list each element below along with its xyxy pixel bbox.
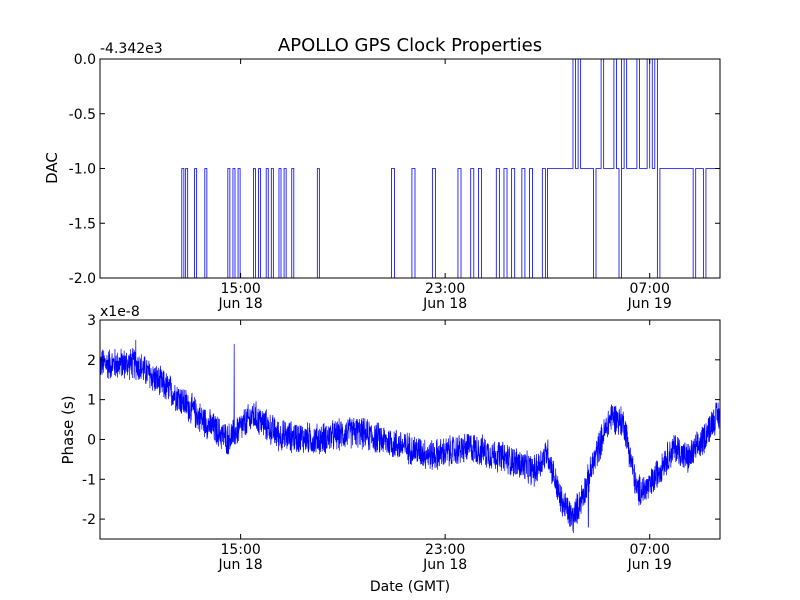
- y-tick-label: -1.5: [69, 216, 96, 232]
- dac-series-group: [100, 59, 720, 278]
- x-tick-time-label: 23:00: [425, 542, 465, 558]
- x-tick-time-label: 23:00: [425, 281, 465, 297]
- dac-offset-label: -4.342e3: [100, 41, 163, 57]
- y-tick-label: 0.0: [74, 52, 96, 68]
- dac-series-line: [100, 59, 720, 278]
- y-tick-label: 0: [87, 432, 96, 448]
- phase-offset-label: x1e-8: [100, 304, 140, 320]
- x-tick-date-label: Jun 18: [218, 557, 263, 573]
- phase-plot-frame: [99, 319, 721, 540]
- phase-series-group: [100, 339, 720, 534]
- x-tick-time-label: 15:00: [220, 281, 260, 297]
- x-tick-date-label: Jun 18: [422, 557, 467, 573]
- phase-y-ticks: 3 2 1 0 -1 -2: [82, 313, 720, 528]
- y-tick-label: 1: [87, 393, 96, 409]
- phase-x-axis-label: Date (GMT): [370, 579, 450, 595]
- chart-title: APOLLO GPS Clock Properties: [278, 35, 542, 56]
- y-tick-label: -0.5: [69, 107, 96, 123]
- x-tick-time-label: 07:00: [630, 281, 670, 297]
- y-tick-label: -1: [82, 472, 96, 488]
- y-tick-label: 3: [87, 313, 96, 329]
- x-tick-date-label: Jun 18: [218, 296, 263, 312]
- dac-y-axis-label: DAC: [43, 152, 61, 184]
- x-tick-date-label: Jun 18: [422, 296, 467, 312]
- phase-y-axis-label: Phase (s): [59, 395, 77, 464]
- dac-y-ticks: 0.0 -0.5 -1.0 -1.5 -2.0: [69, 52, 720, 287]
- x-tick-time-label: 07:00: [630, 542, 670, 558]
- y-tick-label: -1.0: [69, 162, 96, 178]
- y-tick-label: -2.0: [69, 271, 96, 287]
- y-tick-label: -2: [82, 512, 96, 528]
- phase-series-line: [100, 339, 720, 534]
- y-tick-label: 2: [87, 353, 96, 369]
- x-tick-date-label: Jun 19: [627, 296, 672, 312]
- x-tick-time-label: 15:00: [220, 542, 260, 558]
- x-tick-date-label: Jun 19: [627, 557, 672, 573]
